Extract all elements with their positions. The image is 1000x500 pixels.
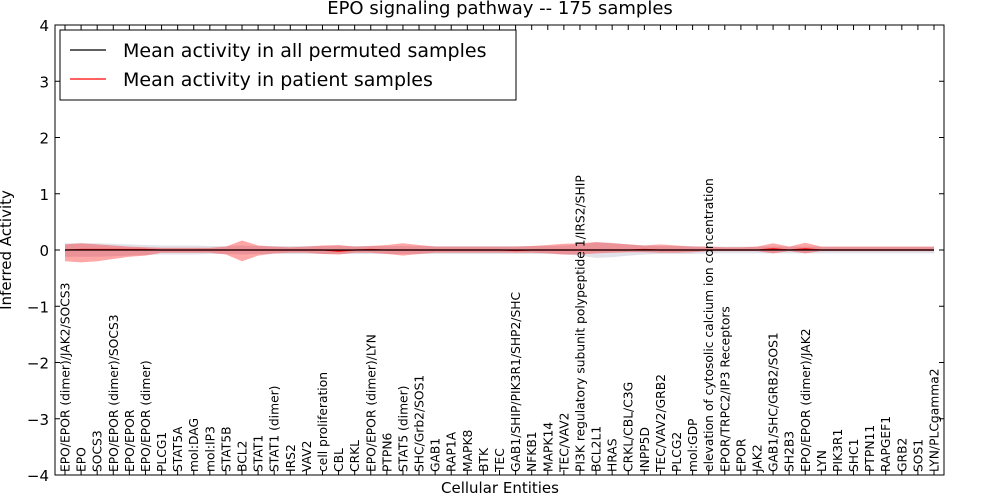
y-tick-label: −1 xyxy=(27,298,49,316)
x-tick-label: EPOR xyxy=(734,438,748,472)
x-tick-label: BTK xyxy=(477,447,491,472)
x-tick-label: STAT5 (dimer) xyxy=(396,386,410,472)
x-tick-label: mol:DAG xyxy=(187,418,201,472)
x-tick-label: EPO/EPOR (dimer)/JAK2/SOCS3 xyxy=(59,283,73,472)
y-tick-label: −4 xyxy=(27,467,49,485)
x-tick-label: EPO/EPOR (dimer)/JAK2 xyxy=(799,328,813,472)
y-tick-label: 0 xyxy=(39,242,49,260)
x-tick-label: EPO/EPOR (dimer) xyxy=(139,360,153,472)
x-tick-label: elevation of cytosolic calcium ion conce… xyxy=(702,178,716,472)
x-tick-label: EPO/EPOR xyxy=(123,409,137,472)
x-tick-label: GAB1/SHIP/PIK3R1/SHP2/SHC xyxy=(509,292,523,472)
x-tick-label: PLCG1 xyxy=(155,432,169,472)
x-tick-label: SHC/Grb2/SOS1 xyxy=(413,375,427,472)
y-tick-label: 1 xyxy=(39,186,49,204)
x-tick-label: BCL2L1 xyxy=(590,426,604,472)
x-tick-label: CRKL/CBL/C3G xyxy=(622,382,636,472)
x-tick-label: LYN xyxy=(815,450,829,472)
x-tick-label: EPOR/TRPC2/IP3 Receptors xyxy=(718,306,732,472)
y-axis-label: Inferred Activity xyxy=(0,190,15,310)
y-tick-label: 4 xyxy=(39,17,49,35)
legend-label-permuted: Mean activity in all permuted samples xyxy=(123,40,486,62)
x-tick-label: JAK2 xyxy=(750,444,764,473)
x-tick-label: cell proliferation xyxy=(316,372,330,472)
x-tick-label: STAT1 xyxy=(252,435,266,472)
x-tick-label: PTPN11 xyxy=(863,425,877,472)
x-tick-label: MAPK14 xyxy=(541,422,555,472)
x-tick-label: EPO/EPOR (dimer)/SOCS3 xyxy=(107,314,121,472)
x-axis-label: Cellular Entities xyxy=(441,479,559,497)
activity-bands xyxy=(65,240,934,263)
x-tick-label: EPO/EPOR (dimer)/LYN xyxy=(364,334,378,472)
x-tick-label: NFKB1 xyxy=(525,431,539,472)
x-tick-label: SHC1 xyxy=(847,439,861,472)
legend: Mean activity in all permuted samples Me… xyxy=(59,29,517,101)
x-tick-label: GRB2 xyxy=(895,438,909,472)
x-tick-label: PI3K regulatory subunit polypeptide 1/IR… xyxy=(573,175,587,472)
x-tick-label: SH2B3 xyxy=(783,431,797,472)
y-axis: −4 −3 −2 −1 0 1 2 3 4 xyxy=(27,17,944,485)
x-tick-label: VAV2 xyxy=(300,441,314,473)
x-tick-label: LYN/PLCgamma2 xyxy=(928,368,942,472)
x-tick-label: GAB1 xyxy=(429,438,443,472)
x-tick-label: RAP1A xyxy=(445,431,459,472)
x-axis: EPO/EPOR (dimer)/JAK2/SOCS3 EPO SOCS3 EPO/E… xyxy=(59,25,942,475)
y-tick-label: −3 xyxy=(27,411,49,429)
x-tick-label: GAB1/SHC/GRB2/SOS1 xyxy=(767,332,781,472)
x-tick-label: BCL2 xyxy=(236,441,250,472)
x-tick-label: STAT5A xyxy=(171,426,185,472)
x-tick-label: CRKL xyxy=(348,440,362,472)
x-tick-label: PTPN6 xyxy=(380,432,394,472)
legend-label-patient: Mean activity in patient samples xyxy=(123,69,433,91)
band-patient xyxy=(65,240,934,263)
legend-frame xyxy=(59,29,517,101)
activity-lines xyxy=(64,248,934,252)
x-tick-label: SOS1 xyxy=(911,439,925,472)
x-tick-label: mol:IP3 xyxy=(203,426,217,472)
x-tick-label: RAPGEF1 xyxy=(879,416,893,472)
y-tick-label: 2 xyxy=(39,130,49,148)
x-tick-label: IRS2 xyxy=(284,444,298,472)
x-tick-label: PIK3R1 xyxy=(831,429,845,472)
y-tick-label: 3 xyxy=(39,73,49,91)
x-tick-label: TEC xyxy=(493,448,507,473)
x-tick-label: INPP5D xyxy=(638,427,652,472)
x-tick-label: mol:GDP xyxy=(686,419,700,472)
x-tick-label: TEC/VAV2 xyxy=(557,412,571,473)
x-tick-label: PLCG2 xyxy=(670,432,684,472)
x-tick-label: STAT1 (dimer) xyxy=(268,386,282,472)
x-tick-label: TEC/VAV2/GRB2 xyxy=(654,374,668,473)
x-tick-label: SOCS3 xyxy=(91,430,105,472)
x-tick-label: MAPK8 xyxy=(461,430,475,472)
x-tick-label: EPO xyxy=(75,447,89,472)
chart-title: EPO signaling pathway -- 175 samples xyxy=(327,0,673,19)
x-tick-label: STAT5B xyxy=(219,426,233,472)
x-tick-label: HRAS xyxy=(606,438,620,472)
x-tick-label: CBL xyxy=(332,448,346,472)
y-tick-label: −2 xyxy=(27,355,49,373)
